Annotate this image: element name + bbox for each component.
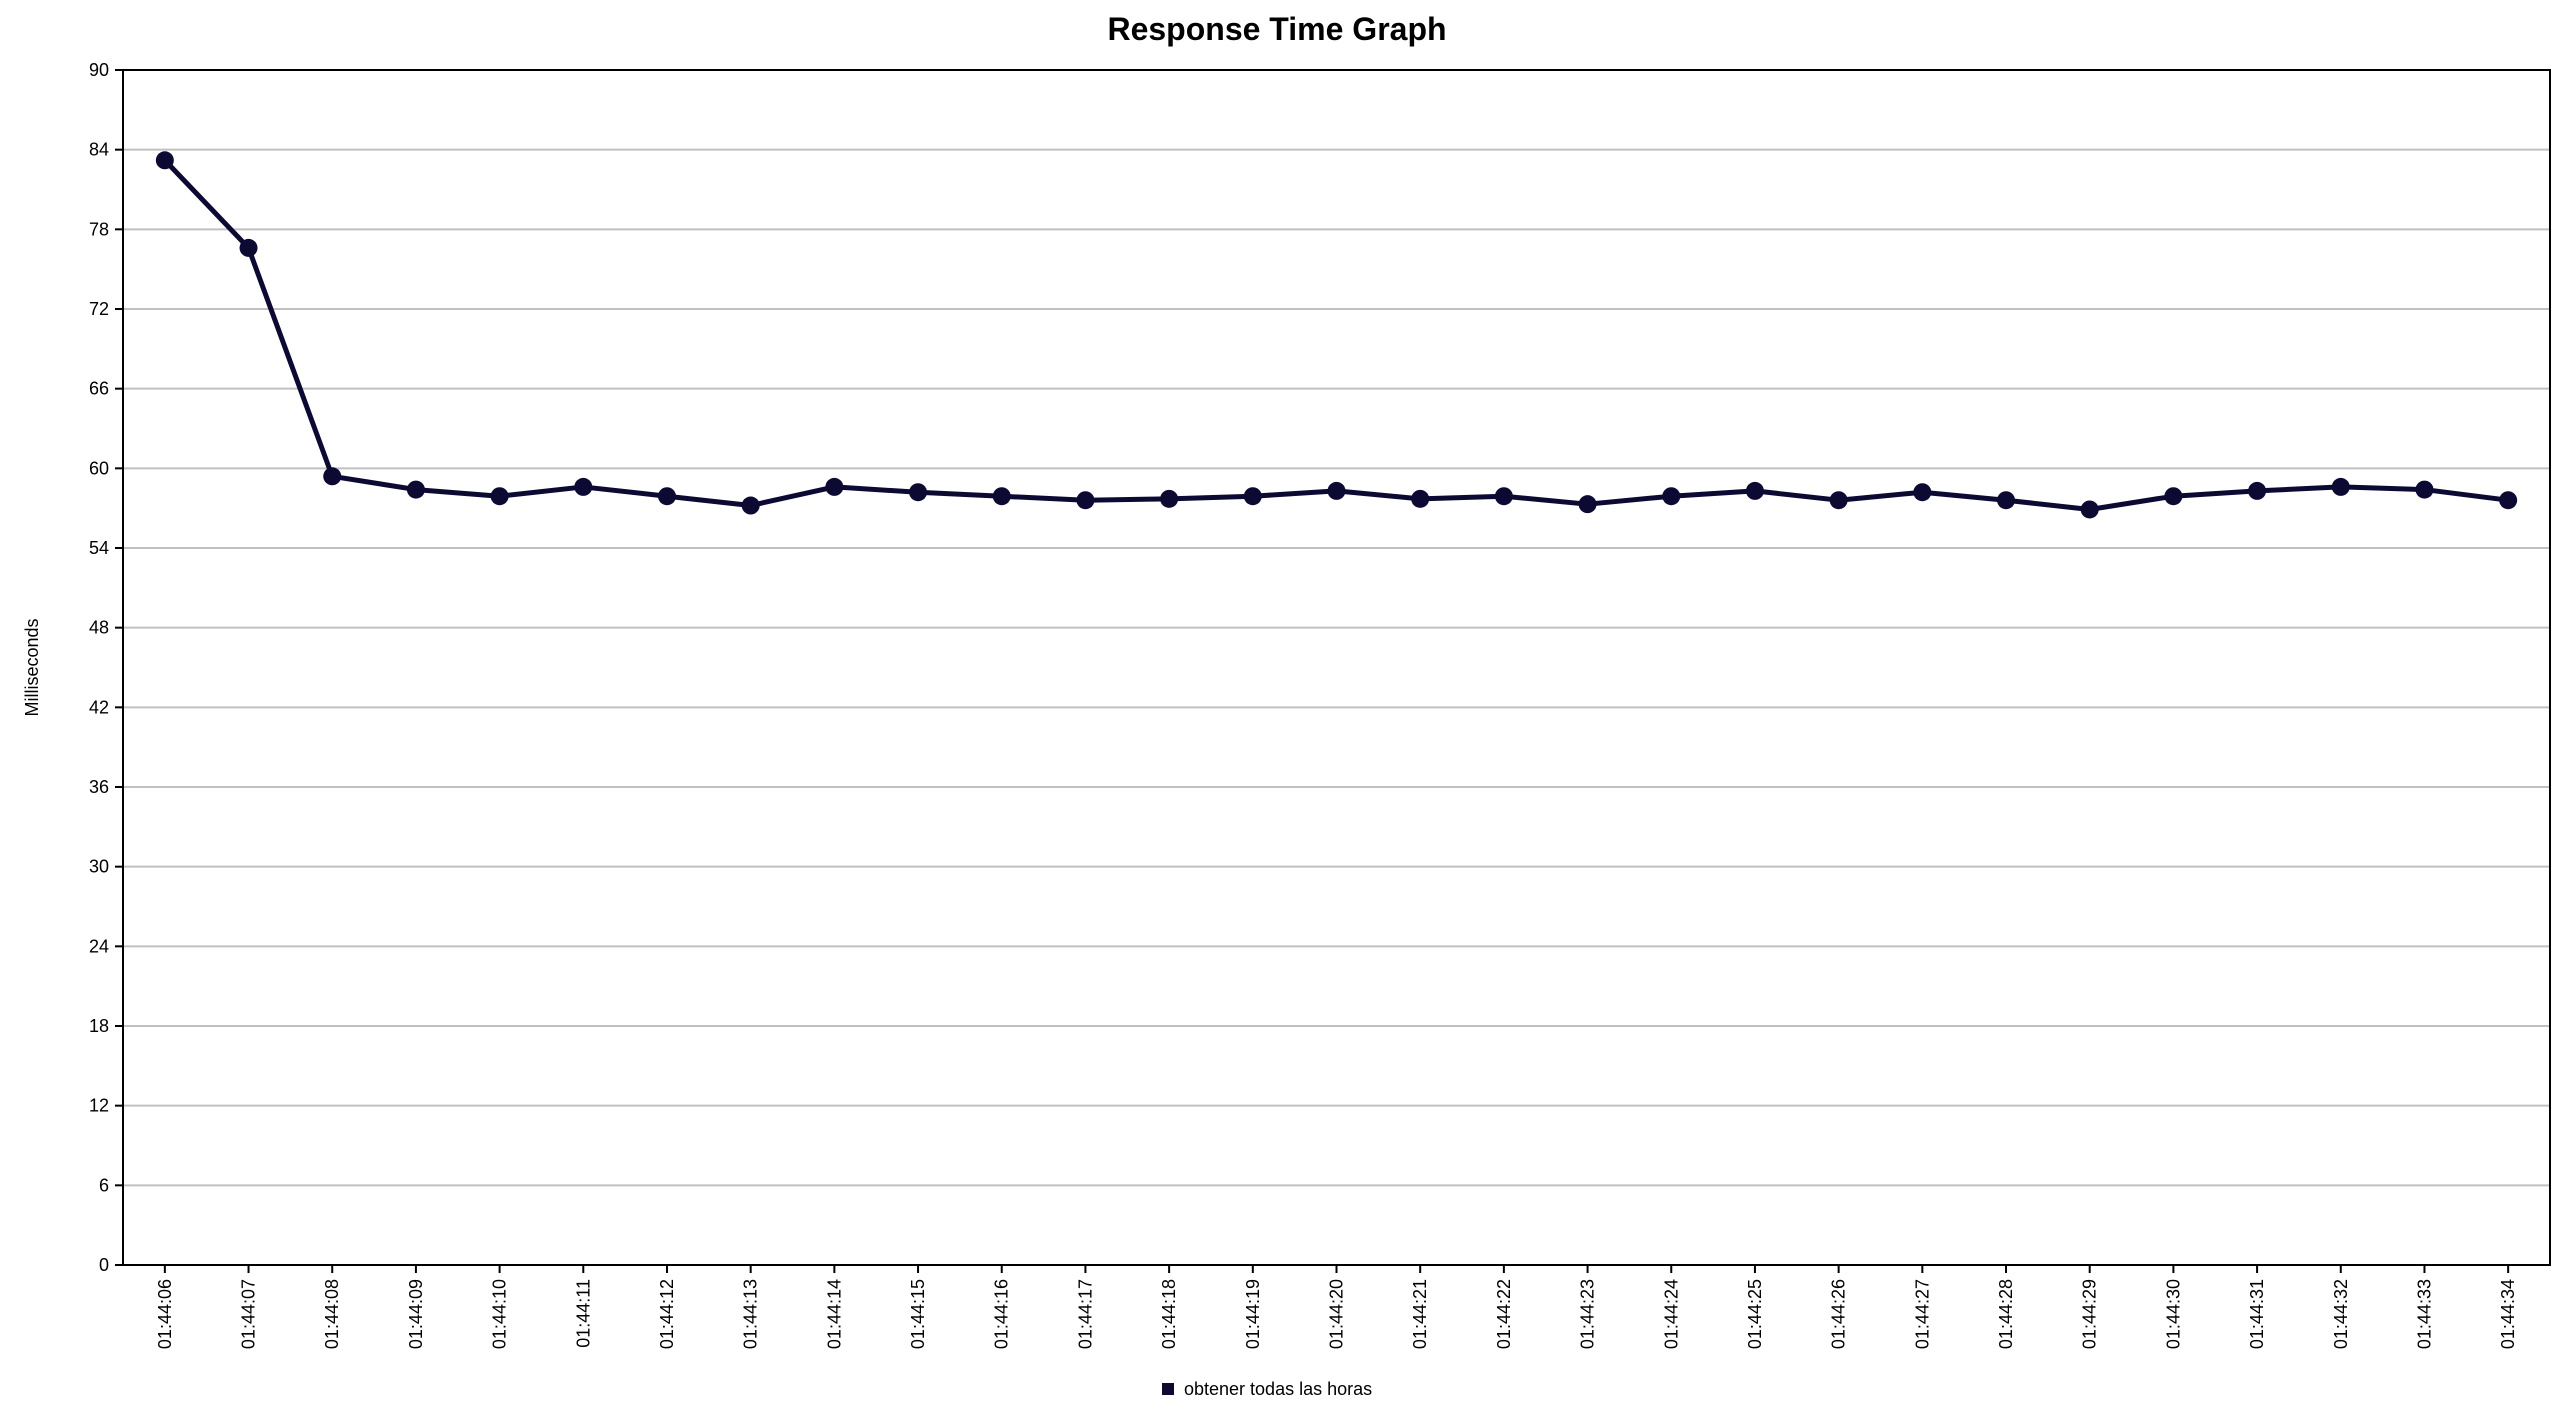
plot-area-frame (122, 69, 2551, 1266)
data-point (1578, 495, 1597, 514)
x-tick-label: 01:44:25 (1745, 1279, 1765, 1349)
data-point (490, 487, 509, 506)
data-point (1076, 491, 1095, 510)
data-point (1327, 481, 1346, 500)
data-point (2080, 500, 2099, 519)
data-point (1662, 487, 1681, 506)
data-point (1913, 483, 1932, 502)
y-tick-label: 0 (99, 1255, 109, 1275)
data-point (825, 477, 844, 496)
y-tick-label: 78 (89, 219, 109, 239)
x-axis: 01:44:06 01:44:07 01:44:08 01:44:09 01:44:10… (155, 1265, 2518, 1349)
y-tick-label: 18 (89, 1016, 109, 1036)
x-tick-label: 01:44:10 (490, 1279, 510, 1349)
y-tick-label: 24 (89, 936, 109, 956)
data-point (1997, 491, 2016, 510)
data-point (2248, 481, 2267, 500)
series-line (163, 158, 2509, 512)
x-tick-label: 01:44:26 (1829, 1279, 1849, 1349)
y-tick-label: 54 (89, 538, 109, 558)
data-point (2331, 477, 2350, 496)
y-axis-label: Milliseconds (22, 618, 42, 716)
y-tick-label: 42 (89, 697, 109, 717)
data-point (909, 483, 928, 502)
data-point (239, 238, 258, 257)
x-tick-label: 01:44:07 (239, 1279, 259, 1349)
legend: obtener todas las horas (1162, 1379, 1372, 1399)
y-tick-label: 90 (89, 60, 109, 80)
x-tick-label: 01:44:12 (657, 1279, 677, 1349)
y-tick-label: 48 (89, 618, 109, 638)
data-point (1160, 489, 1179, 508)
data-point (406, 480, 425, 499)
x-tick-label: 01:44:30 (2163, 1279, 2183, 1349)
data-point (574, 477, 593, 496)
data-point (741, 496, 760, 515)
x-tick-label: 01:44:13 (741, 1279, 761, 1349)
x-tick-label: 01:44:33 (2414, 1279, 2434, 1349)
data-point (155, 151, 174, 170)
x-tick-label: 01:44:17 (1075, 1279, 1095, 1349)
x-tick-label: 01:44:14 (824, 1279, 844, 1349)
data-point (1829, 491, 1848, 510)
x-tick-label: 01:44:28 (1996, 1279, 2016, 1349)
data-point (657, 487, 676, 506)
data-point (1745, 481, 1764, 500)
x-tick-label: 01:44:21 (1410, 1279, 1430, 1349)
x-tick-label: 01:44:11 (573, 1279, 593, 1348)
x-tick-label: 01:44:18 (1159, 1279, 1179, 1349)
x-tick-label: 01:44:22 (1494, 1279, 1514, 1349)
data-point (2499, 491, 2518, 510)
x-tick-label: 01:44:31 (2247, 1279, 2267, 1349)
x-tick-label: 01:44:32 (2331, 1279, 2351, 1349)
data-point (323, 467, 342, 486)
gridlines (123, 148, 2550, 1187)
y-tick-label: 84 (89, 140, 109, 160)
y-tick-label: 72 (89, 299, 109, 319)
y-tick-label: 60 (89, 458, 109, 478)
x-tick-label: 01:44:16 (992, 1279, 1012, 1349)
x-tick-label: 01:44:06 (155, 1279, 175, 1349)
x-tick-label: 01:44:23 (1578, 1279, 1598, 1349)
data-point (1243, 487, 1262, 506)
y-tick-label: 66 (89, 379, 109, 399)
x-tick-label: 01:44:15 (908, 1279, 928, 1349)
legend-swatch (1162, 1383, 1174, 1395)
x-tick-label: 01:44:09 (406, 1279, 426, 1349)
x-tick-label: 01:44:19 (1243, 1279, 1263, 1349)
y-tick-label: 12 (89, 1096, 109, 1116)
x-tick-label: 01:44:27 (1912, 1279, 1932, 1349)
data-point (1411, 489, 1430, 508)
series-layer (155, 151, 2518, 519)
legend-label: obtener todas las horas (1184, 1379, 1372, 1399)
data-point (2415, 480, 2434, 499)
data-point (992, 487, 1011, 506)
x-tick-label: 01:44:08 (322, 1279, 342, 1349)
y-axis: 0 6 12 18 24 30 36 42 48 54 60 66 72 78 84 90 (89, 60, 123, 1275)
y-tick-label: 30 (89, 857, 109, 877)
y-tick-label: 36 (89, 777, 109, 797)
chart-title: Response Time Graph (1107, 11, 1446, 47)
x-tick-label: 01:44:34 (2498, 1279, 2518, 1349)
x-tick-label: 01:44:29 (2080, 1279, 2100, 1349)
data-point (1494, 487, 1513, 506)
x-tick-label: 01:44:20 (1327, 1279, 1347, 1349)
data-point (2164, 487, 2183, 506)
y-tick-label: 6 (99, 1175, 109, 1195)
x-tick-label: 01:44:24 (1661, 1279, 1681, 1349)
